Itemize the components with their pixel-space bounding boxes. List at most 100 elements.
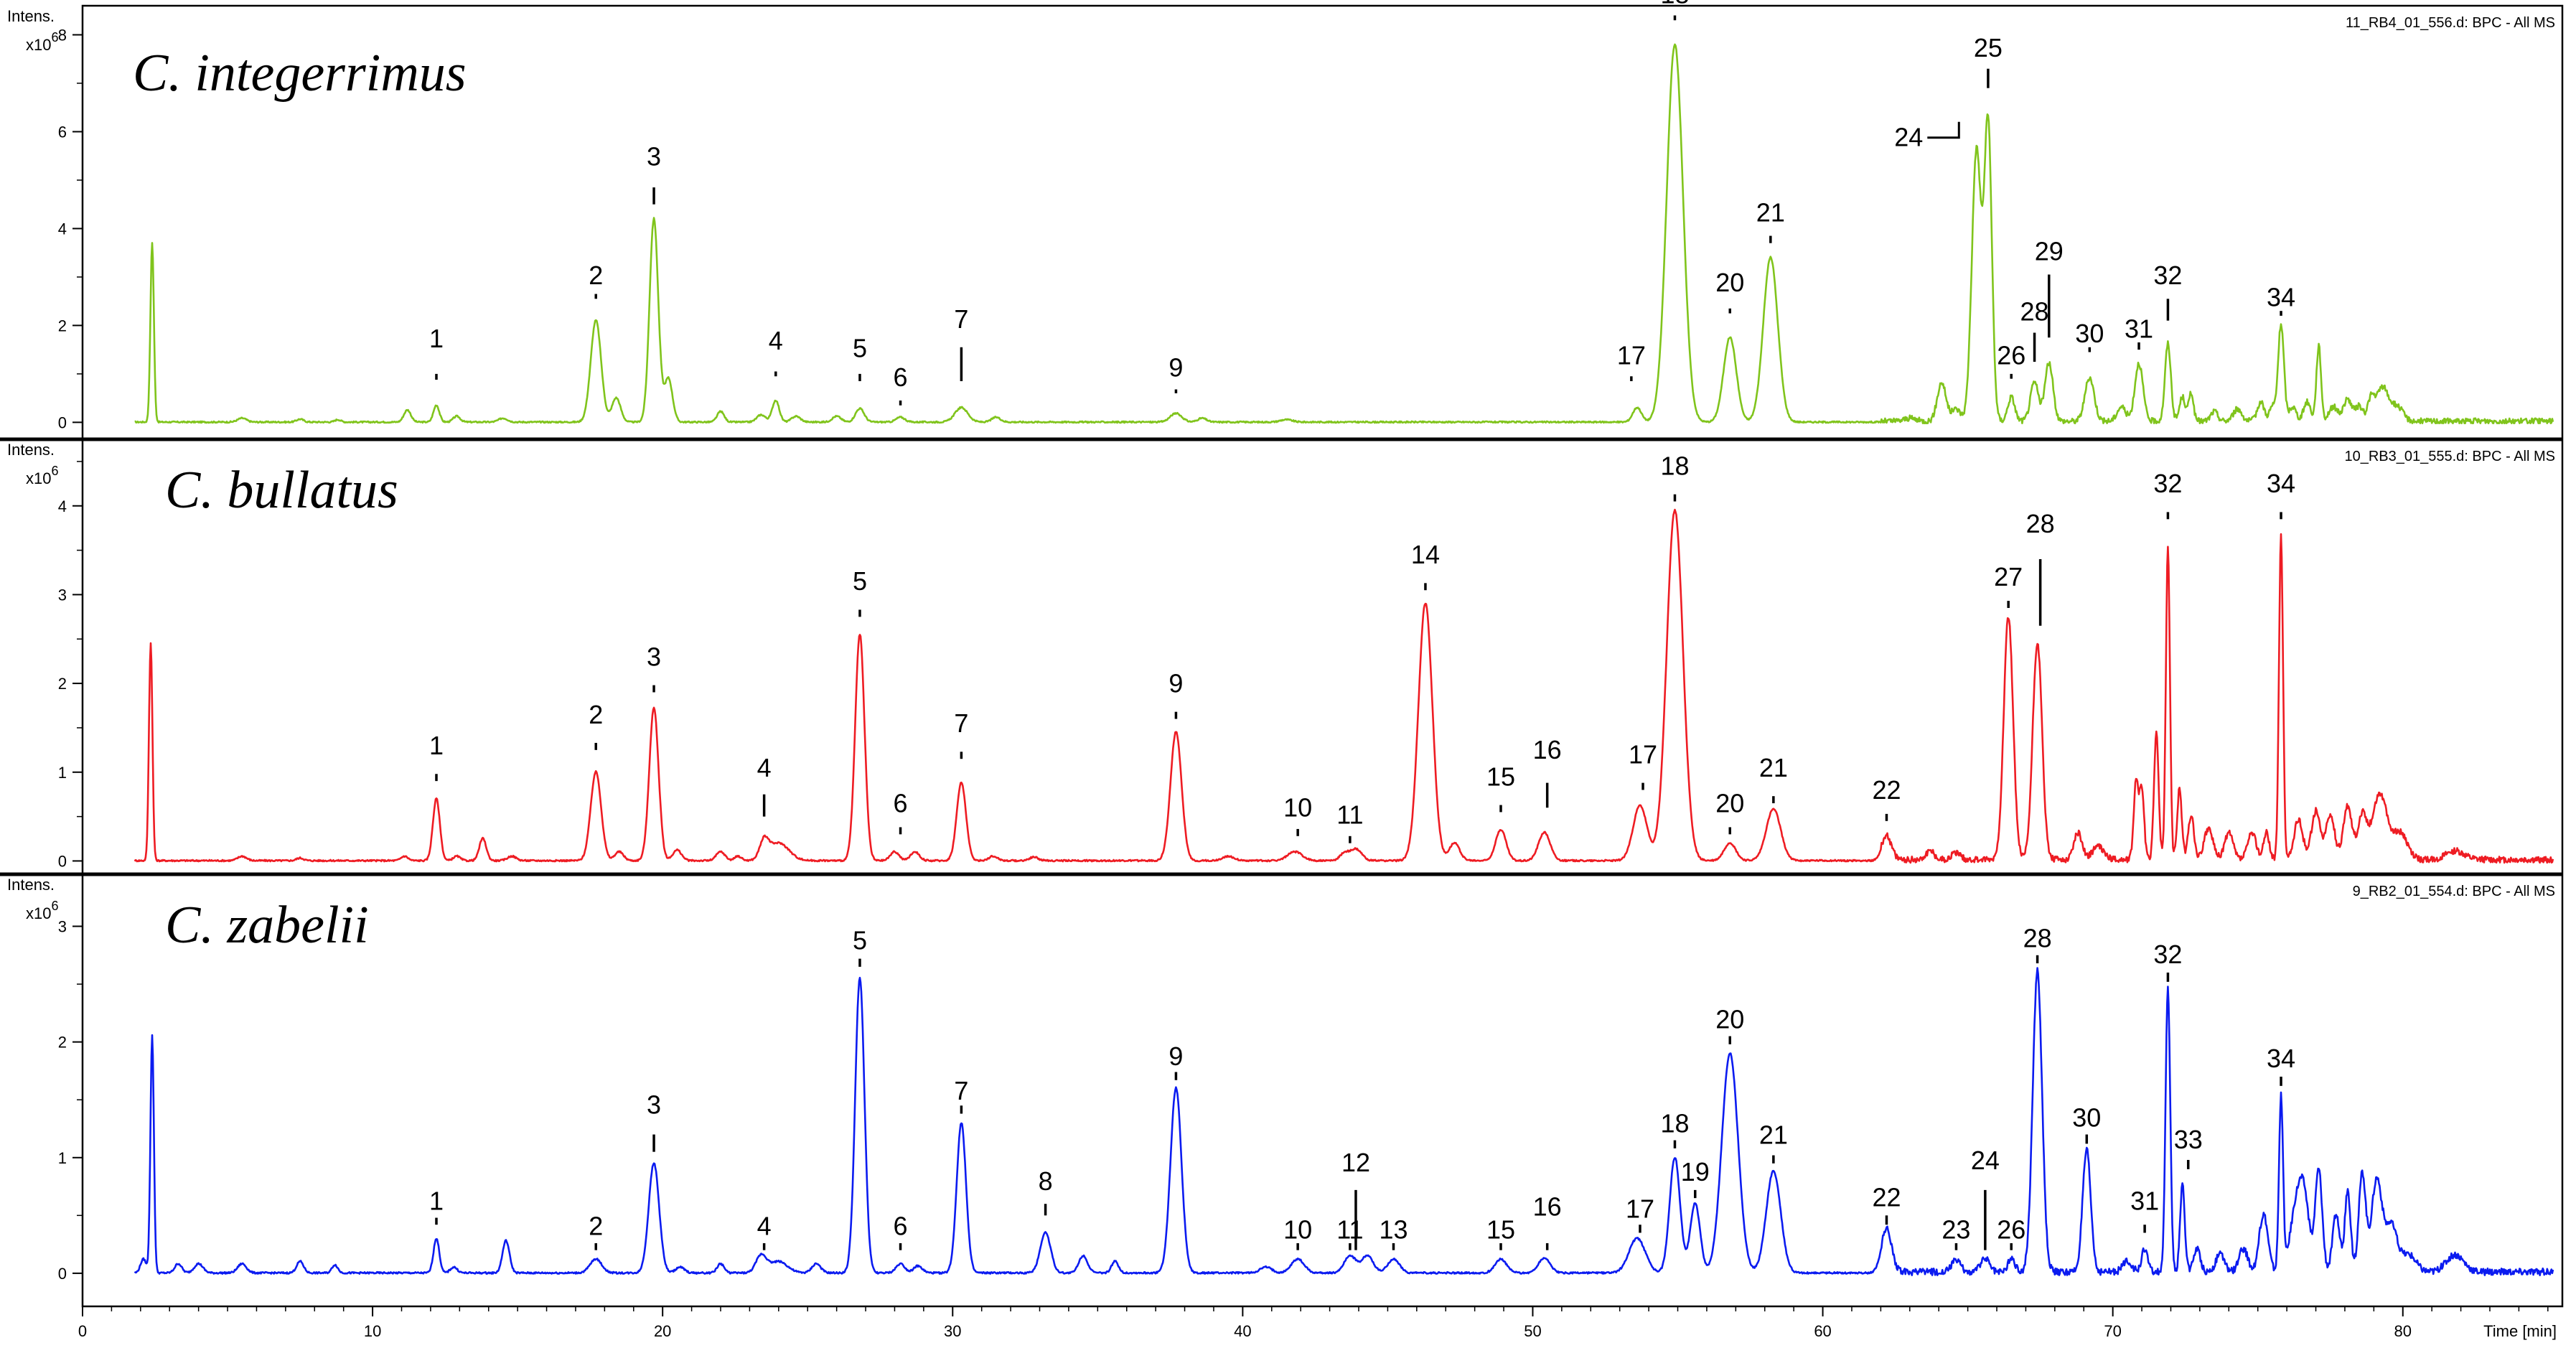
peak-label: 21 bbox=[1759, 753, 1788, 782]
file-label: 11_RB4_01_556.d: BPC - All MS bbox=[2346, 15, 2555, 31]
peak-label: 18 bbox=[1660, 1108, 1689, 1138]
peak-label: 33 bbox=[2174, 1125, 2203, 1154]
peak-label: 7 bbox=[954, 304, 968, 334]
y-tick-label: 1 bbox=[58, 1149, 67, 1167]
peak-label: 31 bbox=[2125, 314, 2153, 343]
y-tick-label: 3 bbox=[58, 918, 67, 936]
peak-label: 7 bbox=[954, 708, 968, 738]
peak-label: 7 bbox=[954, 1076, 968, 1105]
y-tick-label: 3 bbox=[58, 586, 67, 604]
x-tick-label: 60 bbox=[1814, 1322, 1831, 1340]
peak-label: 14 bbox=[1411, 540, 1440, 569]
species-title: C. zabelii bbox=[165, 896, 369, 955]
x-tick-label: 10 bbox=[364, 1322, 381, 1340]
species-title: C. bullatus bbox=[165, 461, 398, 520]
peak-label: 8 bbox=[1039, 1166, 1053, 1196]
peak-label: 16 bbox=[1533, 735, 1562, 764]
peak-label: 3 bbox=[647, 142, 661, 172]
y-tick-label: 0 bbox=[58, 1265, 67, 1283]
y-tick-label: 4 bbox=[58, 497, 67, 515]
peak-label: 20 bbox=[1715, 268, 1744, 297]
peak-label: 32 bbox=[2153, 261, 2182, 290]
chromatogram-trace bbox=[134, 967, 2554, 1276]
peak-label: 6 bbox=[894, 1212, 908, 1241]
peak-label: 11 bbox=[1336, 1215, 1363, 1245]
y-axis-unit: x106 bbox=[26, 464, 59, 487]
peak-label: 9 bbox=[1168, 668, 1183, 698]
peak-label: 15 bbox=[1486, 762, 1515, 791]
y-axis-unit: x106 bbox=[26, 30, 59, 54]
peak-label: 24 bbox=[1971, 1146, 2000, 1175]
peak-label: 2 bbox=[589, 1212, 603, 1241]
x-tick-label: 0 bbox=[78, 1322, 87, 1340]
peak-label: 5 bbox=[853, 926, 867, 955]
peak-label: 3 bbox=[647, 642, 661, 671]
y-tick-label: 0 bbox=[58, 413, 67, 431]
peak-label: 21 bbox=[1756, 197, 1785, 227]
peak-label: 2 bbox=[589, 261, 603, 290]
peak-label: 4 bbox=[757, 753, 772, 782]
y-axis-label: Intens. bbox=[7, 876, 55, 894]
peak-label: 26 bbox=[1997, 340, 2025, 370]
peak-label: 25 bbox=[1974, 33, 2003, 62]
y-axis-label: Intens. bbox=[7, 7, 55, 25]
peak-label: 34 bbox=[2267, 469, 2295, 498]
peak-label: 17 bbox=[1617, 340, 1646, 370]
peak-label: 22 bbox=[1872, 1182, 1901, 1212]
peak-label: 15 bbox=[1486, 1215, 1515, 1245]
peak-label: 16 bbox=[1533, 1192, 1562, 1221]
peak-label: 17 bbox=[1626, 1194, 1654, 1224]
peak-label: 21 bbox=[1759, 1120, 1788, 1149]
peak-label: 12 bbox=[1341, 1148, 1370, 1177]
y-axis-label: Intens. bbox=[7, 441, 55, 459]
file-label: 9_RB2_01_554.d: BPC - All MS bbox=[2353, 884, 2555, 899]
species-title: C. integerrimus bbox=[133, 44, 467, 103]
file-label: 10_RB3_01_555.d: BPC - All MS bbox=[2344, 449, 2555, 464]
x-tick-label: 30 bbox=[944, 1322, 961, 1340]
peak-label: 27 bbox=[1994, 562, 2023, 591]
peak-label: 13 bbox=[1379, 1215, 1408, 1245]
chromatogram-trace bbox=[134, 43, 2554, 425]
x-axis-title: Time [min] bbox=[2483, 1322, 2557, 1340]
peak-label: 29 bbox=[2035, 236, 2064, 266]
peak-label: 9 bbox=[1168, 1042, 1183, 1071]
peak-label: 2 bbox=[589, 700, 603, 729]
peak-label: 20 bbox=[1715, 1004, 1744, 1034]
peak-label: 9 bbox=[1168, 352, 1183, 382]
peak-label: 10 bbox=[1283, 1215, 1312, 1245]
peak-label: 26 bbox=[1997, 1215, 2025, 1245]
peak-label: 22 bbox=[1872, 775, 1901, 805]
peak-label: 17 bbox=[1629, 739, 1657, 769]
peak-label: 19 bbox=[1681, 1157, 1710, 1186]
x-tick-label: 80 bbox=[2394, 1322, 2412, 1340]
peak-label: 3 bbox=[647, 1090, 661, 1120]
y-tick-label: 1 bbox=[58, 764, 67, 782]
peak-label: 34 bbox=[2267, 1044, 2295, 1073]
peak-label: 5 bbox=[853, 566, 867, 596]
x-tick-label: 40 bbox=[1234, 1322, 1251, 1340]
chromatogram-trace bbox=[134, 508, 2554, 864]
peak-label: 30 bbox=[2075, 319, 2104, 348]
peak-label: 18 bbox=[1660, 0, 1689, 9]
peak-label: 32 bbox=[2153, 940, 2182, 969]
peak-label: 1 bbox=[429, 1186, 444, 1215]
y-tick-label: 2 bbox=[58, 675, 67, 693]
peak-label: 4 bbox=[769, 326, 783, 355]
peak-label: 31 bbox=[2130, 1186, 2159, 1215]
peak-label: 11 bbox=[1336, 800, 1363, 830]
peak-marker bbox=[1927, 121, 1960, 139]
y-axis-unit: x106 bbox=[26, 899, 59, 922]
y-tick-label: 4 bbox=[58, 220, 67, 238]
y-tick-label: 2 bbox=[58, 317, 67, 334]
peak-label: 1 bbox=[429, 324, 444, 353]
peak-label: 28 bbox=[2020, 297, 2049, 327]
peak-label: 24 bbox=[1894, 123, 1923, 152]
y-tick-label: 0 bbox=[58, 852, 67, 870]
y-tick-label: 8 bbox=[58, 26, 67, 44]
y-tick-label: 6 bbox=[58, 123, 67, 141]
x-tick-label: 70 bbox=[2104, 1322, 2121, 1340]
peak-label: 32 bbox=[2153, 469, 2182, 498]
